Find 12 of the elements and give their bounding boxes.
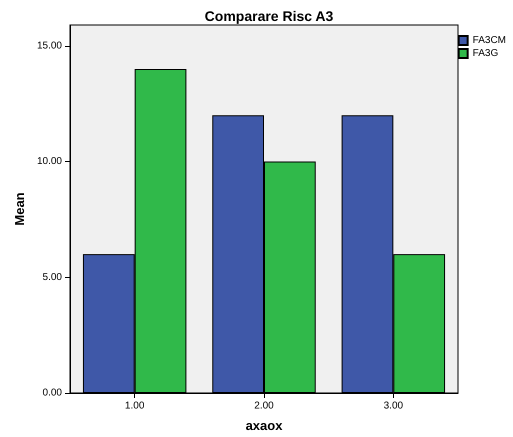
y-tick-label: 5.00 [42, 272, 62, 283]
x-axis-title: axaox [246, 418, 284, 433]
legend-label: FA3CM [472, 35, 506, 46]
y-tick-label: 10.00 [36, 156, 62, 168]
x-tick-label: 1.00 [124, 400, 145, 412]
chart-title: Comparare Risc A3 [204, 8, 334, 24]
x-tick-label: 2.00 [254, 400, 274, 412]
legend-label: FA3G [472, 48, 498, 59]
y-tick-label: 15.00 [36, 40, 62, 52]
y-tick-label: 0.00 [42, 388, 62, 398]
x-tick-label: 3.00 [384, 400, 404, 412]
y-axis-title: Mean [12, 192, 28, 226]
